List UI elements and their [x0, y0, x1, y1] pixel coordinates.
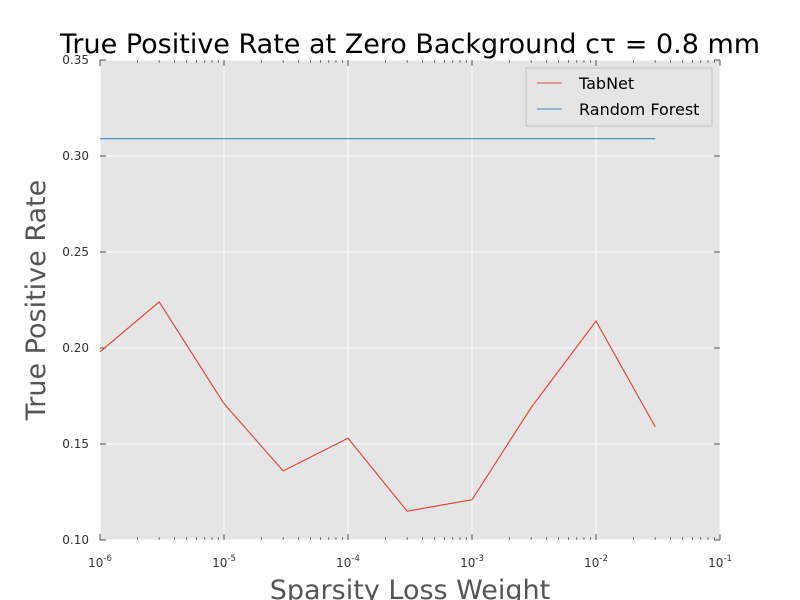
- x-tick-label: 10-5: [212, 554, 236, 570]
- axis-ticks: [99, 59, 721, 541]
- tick-labels: 10-6 10-5 10-4 10-3 10-2 10-1 0.10 0.15 0.20 0.25…: [62, 53, 732, 570]
- chart-title: True Positive Rate at Zero Background cτ…: [59, 29, 760, 60]
- grid-lines: [99, 59, 721, 541]
- x-tick-label: 10-3: [460, 554, 484, 570]
- y-tick-label: 0.35: [62, 53, 89, 67]
- legend: TabNet Random Forest: [525, 67, 713, 127]
- legend-label-random-forest: Random Forest: [579, 100, 699, 119]
- y-tick-label: 0.25: [62, 245, 89, 259]
- legend-label-tabnet: TabNet: [578, 74, 634, 93]
- x-tick-label: 10-6: [88, 554, 112, 570]
- x-tick-label: 10-1: [708, 554, 732, 570]
- y-tick-label: 0.10: [62, 533, 89, 547]
- x-tick-label: 10-4: [336, 554, 360, 570]
- y-tick-label: 0.20: [62, 341, 89, 355]
- y-tick-label: 0.30: [62, 149, 89, 163]
- legend-box: [525, 67, 713, 127]
- series-line-tabnet: [99, 300, 656, 512]
- x-tick-label: 10-2: [584, 554, 608, 570]
- series-lines: [99, 138, 656, 512]
- plot-background: [100, 60, 720, 540]
- x-axis-label: Sparsity Loss Weight: [270, 575, 551, 600]
- y-tick-label: 0.15: [62, 437, 89, 451]
- y-axis-label: True Positive Rate: [21, 180, 52, 422]
